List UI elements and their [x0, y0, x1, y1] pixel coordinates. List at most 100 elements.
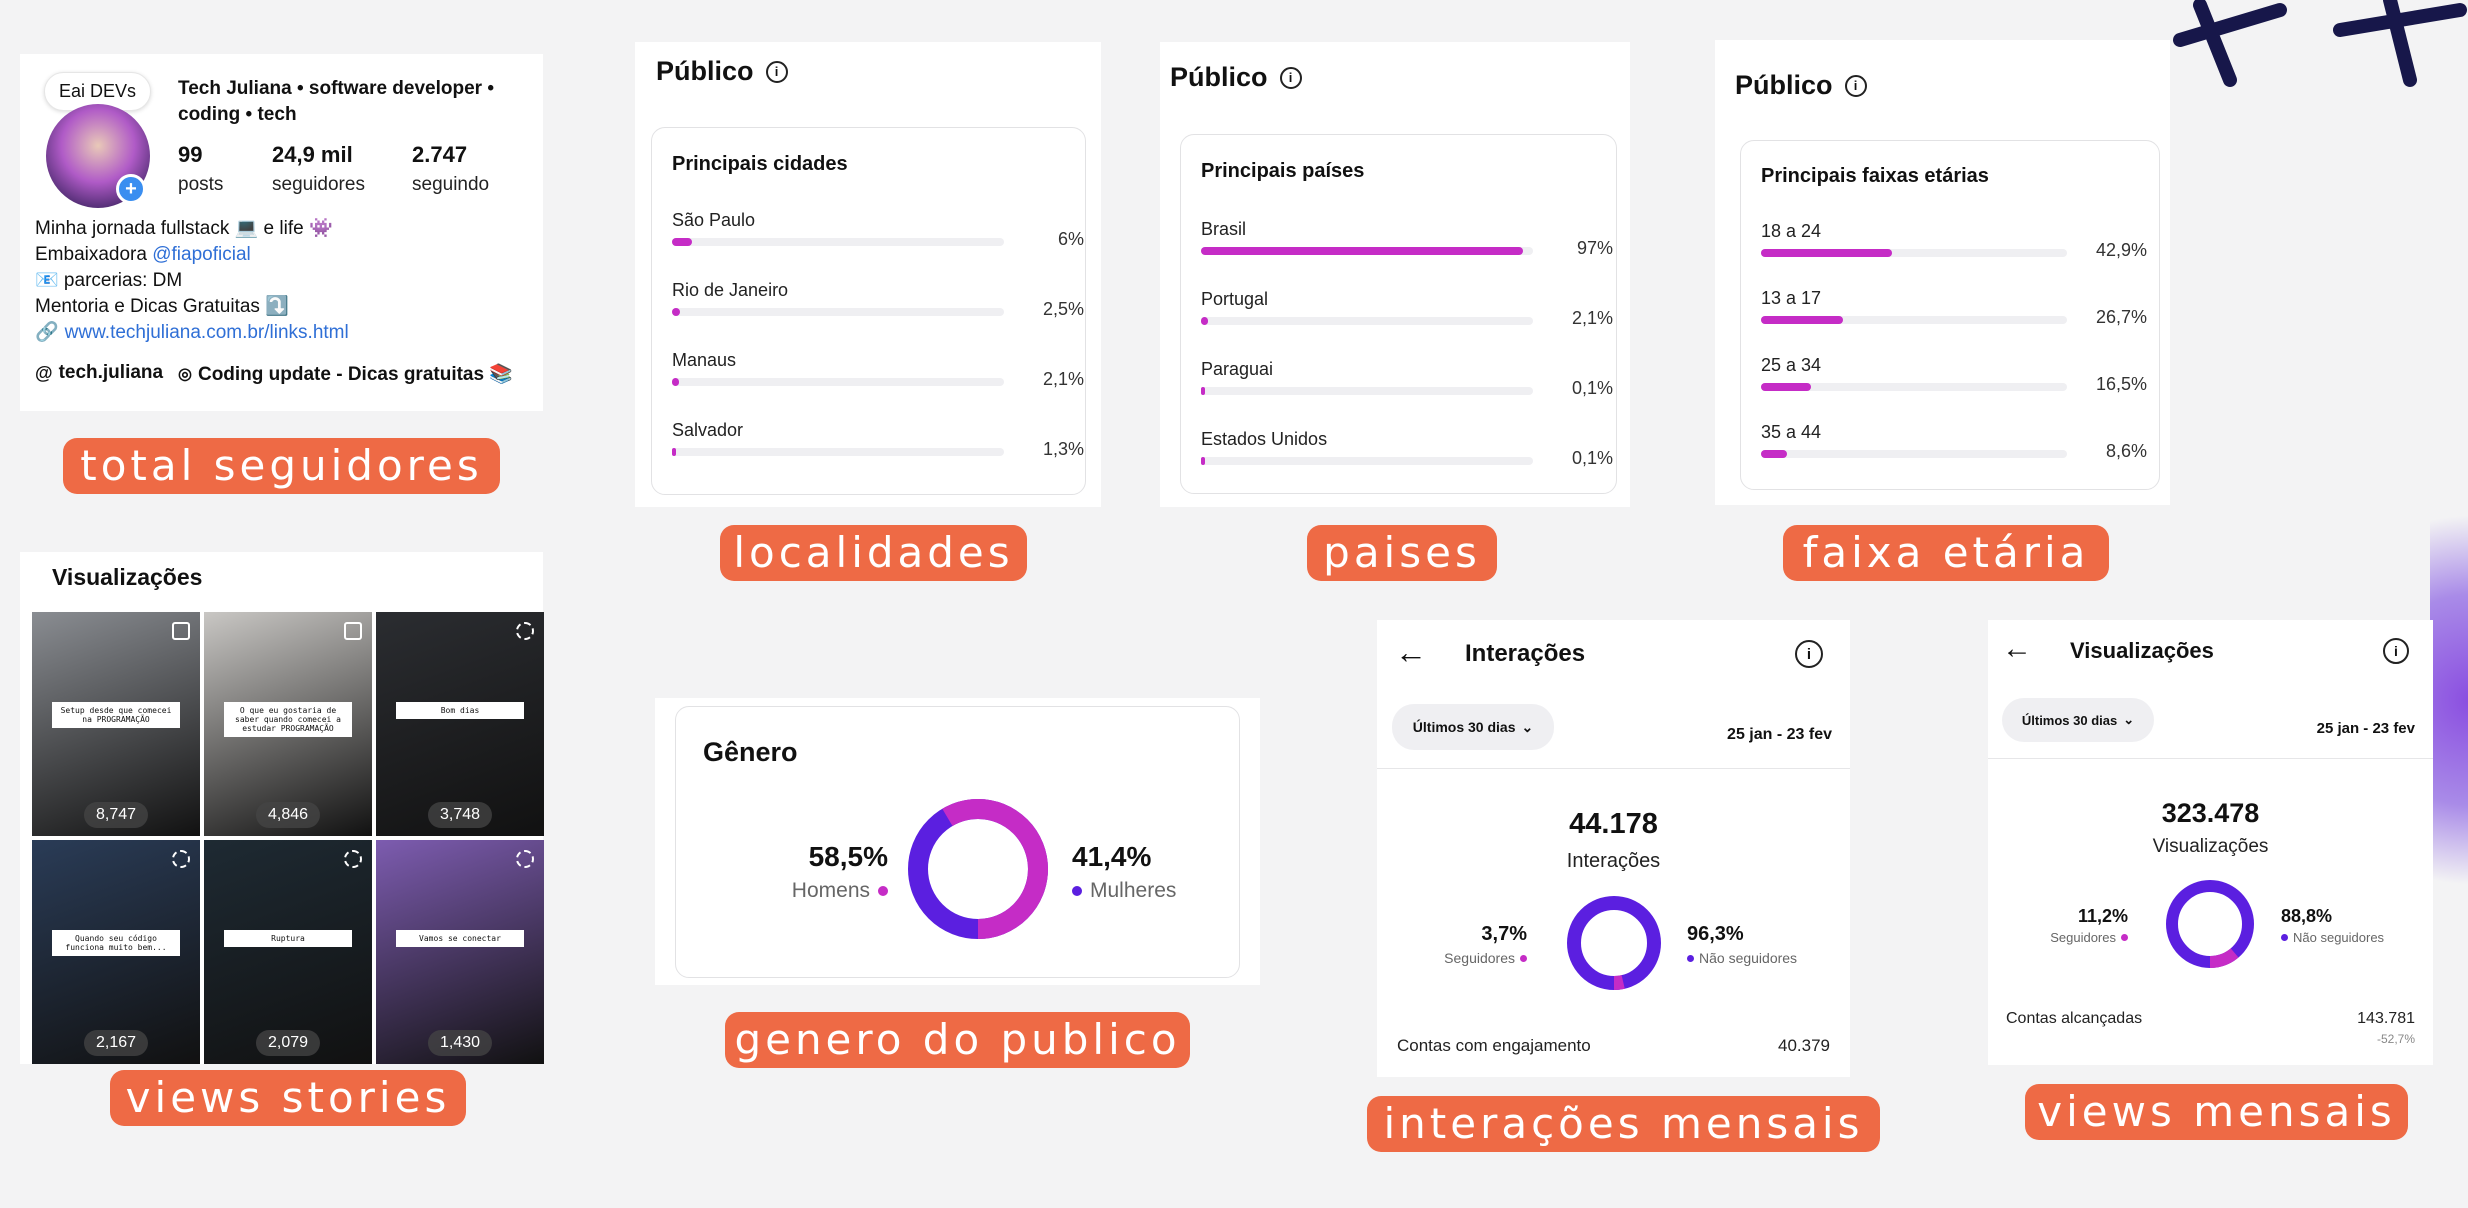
countries-row-value: 0,1%	[1571, 378, 1613, 398]
cities-row-label: Rio de Janeiro	[672, 280, 789, 300]
stat-followers[interactable]: 24,9 mil seguidores	[272, 142, 365, 196]
add-story-icon[interactable]: +	[116, 174, 146, 204]
info-icon[interactable]: i	[765, 60, 788, 83]
story-caption: Quando seu código funciona muito bem...	[52, 930, 180, 956]
period-dropdown[interactable]: Últimos 30 dias ⌄	[1392, 704, 1554, 750]
men-legend: Homens	[758, 879, 888, 903]
stat-following[interactable]: 2.747 seguindo	[412, 142, 489, 196]
cities-row-bar-fill	[672, 378, 679, 386]
story-view-count: 3,748	[427, 802, 493, 828]
chevron-down-icon: ⌄	[1521, 718, 1534, 735]
countries-header-label: Público	[1170, 62, 1268, 92]
story-view-count: 8,747	[83, 802, 149, 828]
countries-header: Público i	[1170, 62, 1302, 93]
countries-row-label: Brasil	[1201, 219, 1247, 239]
back-arrow-icon[interactable]: ←	[2002, 632, 2032, 665]
cities-row-bar-track	[672, 308, 1004, 316]
date-range: 25 jan - 23 fev	[1727, 726, 1832, 743]
period-label: Últimos 30 dias	[2021, 712, 2118, 728]
info-icon[interactable]: i	[1795, 640, 1823, 668]
countries-row-bar-track	[1201, 317, 1533, 325]
interactions-total: 44.178	[1569, 808, 1658, 840]
info-icon[interactable]: i	[1844, 74, 1867, 97]
story-thumbnail[interactable]: Quando seu código funciona muito bem... 2…	[32, 840, 200, 1064]
countries-card: Público i Principais países Brasil 97% Port…	[1160, 42, 1630, 507]
stat-posts-label: posts	[178, 174, 224, 195]
donut-segment-pink	[1567, 896, 1661, 990]
ages-title: Principais faixas etárias	[1761, 165, 1989, 187]
threads-icon: @	[35, 362, 53, 383]
story-thumbnail[interactable]: Bom dias 3,748	[376, 612, 544, 836]
story-type-icon	[344, 622, 362, 640]
nonfollowers-label: Não seguidores	[1699, 950, 1798, 966]
ages-row-value: 16,5%	[2095, 374, 2147, 394]
followers-dot	[2121, 934, 2128, 941]
period-dropdown[interactable]: Últimos 30 dias ⌄	[2002, 698, 2154, 742]
nonfollowers-label: Não seguidores	[2293, 930, 2385, 945]
ages-row-bar-track	[1761, 249, 2067, 257]
women-dot	[1072, 886, 1082, 896]
stat-posts[interactable]: 99 posts	[178, 142, 223, 196]
back-arrow-icon[interactable]: ←	[1395, 634, 1427, 670]
chevron-down-icon: ⌄	[2123, 712, 2135, 727]
stat-following-label: seguindo	[412, 174, 490, 195]
cities-row-value: 1,3%	[1042, 439, 1084, 459]
tag-genero-do-publico: genero do publico	[725, 1012, 1190, 1068]
bio: Minha jornada fullstack 💻 e life 👾 Embai…	[35, 216, 535, 346]
fiap-link[interactable]: @fiapoficial	[152, 244, 251, 265]
men-dot	[878, 886, 888, 896]
donut-segment-pink	[908, 799, 1048, 939]
countries-row-value: 2,1%	[1571, 308, 1613, 328]
story-view-count: 1,430	[427, 1030, 493, 1056]
story-caption: Bom dias	[396, 702, 524, 719]
followers-legend: Seguidores	[1397, 950, 1527, 966]
reached-accounts-delta: -52,7%	[2376, 1032, 2415, 1046]
info-icon[interactable]: i	[1279, 66, 1302, 89]
bio-url-text[interactable]: www.techjuliana.com.br/links.html	[64, 322, 349, 343]
cities-header-label: Público	[656, 56, 754, 86]
views-donut-chart	[2166, 880, 2254, 968]
ages-row-label: 25 a 34	[1761, 355, 1822, 375]
cities-row-bar-track	[672, 378, 1004, 386]
countries-row-value: 0,1%	[1571, 448, 1613, 468]
interactions-donut-chart	[1567, 896, 1661, 990]
bio-line-3: 📧 parcerias: DM	[35, 270, 183, 291]
story-thumbnail[interactable]: Ruptura 2,079	[204, 840, 372, 1064]
ages-row-bar-track	[1761, 383, 2067, 391]
gender-title: Gênero	[703, 737, 798, 767]
countries-row-label: Paraguai	[1201, 359, 1274, 379]
info-icon[interactable]: i	[2383, 638, 2409, 664]
tag-total-seguidores: total seguidores	[63, 438, 500, 494]
story-thumbnail[interactable]: Vamos se conectar 1,430	[376, 840, 544, 1064]
story-view-count: 4,846	[255, 802, 321, 828]
cities-row-label: Salvador	[672, 420, 744, 440]
threads-label: tech.juliana	[58, 362, 164, 383]
engaged-accounts-label: Contas com engajamento	[1397, 1036, 1591, 1055]
bio-line-1: Minha jornada fullstack 💻 e life 👾	[35, 218, 333, 239]
threads-badge[interactable]: @ tech.juliana	[35, 362, 163, 384]
countries-panel: Principais países Brasil 97% Portugal 2,1% P…	[1180, 134, 1617, 494]
countries-row-label: Portugal	[1201, 289, 1269, 309]
bio-line-2: Embaixadora @fiapoficial	[35, 242, 535, 268]
story-thumbnail[interactable]: O que eu gostaria de saber quando comece…	[204, 612, 372, 836]
nonfollowers-legend: Não seguidores	[1687, 950, 1797, 966]
cities-row-label: Manaus	[672, 350, 737, 370]
story-thumbnail[interactable]: Setup desde que comecei na PROGRAMAÇÃO 8,…	[32, 612, 200, 836]
gender-panel: Gênero 58,5% Homens 41,4% Mulheres	[675, 706, 1240, 978]
views-title: Visualizações	[2070, 638, 2214, 663]
story-caption: O que eu gostaria de saber quando comece…	[224, 702, 352, 737]
channel-badge[interactable]: ◎ Coding update - Dicas gratuitas 📚	[178, 362, 513, 386]
reached-accounts-label: Contas alcançadas	[2006, 1010, 2143, 1027]
stat-followers-label: seguidores	[272, 174, 365, 195]
countries-row-bar-fill	[1201, 247, 1524, 255]
followers-legend: Seguidores	[2008, 930, 2128, 945]
cities-row-bar-fill	[672, 308, 681, 316]
followers-label: Seguidores	[2050, 930, 2116, 945]
story-type-icon	[172, 622, 190, 640]
cities-title: Principais cidades	[672, 153, 848, 175]
bio-url[interactable]: 🔗 www.techjuliana.com.br/links.html	[35, 320, 535, 346]
donut-segment-purple	[2166, 880, 2254, 968]
story-type-icon	[516, 622, 534, 640]
story-caption: Vamos se conectar	[396, 930, 524, 947]
divider	[1377, 768, 1850, 769]
